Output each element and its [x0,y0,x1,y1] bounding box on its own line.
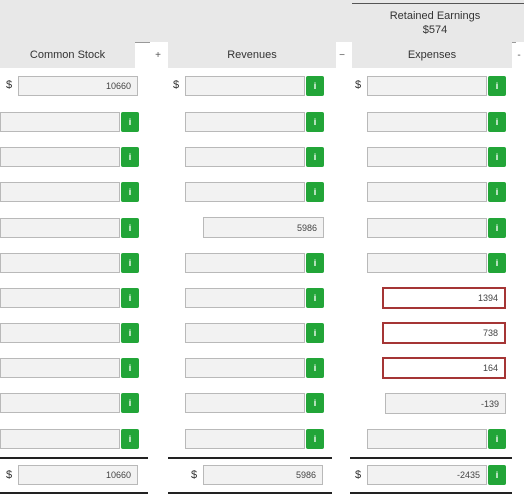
column-header-revenues: Revenues [168,42,336,68]
info-icon[interactable]: i [306,358,324,378]
currency-symbol: $ [173,79,180,91]
expenses-input[interactable] [367,76,487,96]
info-icon[interactable]: i [488,465,506,485]
info-icon[interactable]: i [306,323,324,343]
double-rule-expenses [350,492,512,494]
expenses-input[interactable] [367,147,487,167]
revenues-input[interactable] [185,112,305,132]
revenues-input[interactable] [185,147,305,167]
common-stock-input[interactable] [0,253,120,273]
info-icon[interactable]: i [306,147,324,167]
info-icon[interactable]: i [121,182,139,202]
expenses-input[interactable] [367,218,487,238]
revenues-input[interactable] [185,288,305,308]
info-icon[interactable]: i [121,112,139,132]
info-icon[interactable]: i [121,358,139,378]
info-icon[interactable]: i [306,429,324,449]
common-stock-input[interactable]: 10660 [18,76,138,96]
currency-symbol: $ [6,79,13,91]
expenses-input[interactable] [367,182,487,202]
column-header-expenses: Expenses [352,42,512,68]
revenues-input[interactable] [185,358,305,378]
currency-symbol: $ [355,79,362,91]
revenues-input[interactable] [185,76,305,96]
common-stock-input[interactable] [0,288,120,308]
operator-plus: + [155,50,161,61]
total-rule-revenues [168,457,332,459]
expenses-total-input[interactable]: -2435 [367,465,487,485]
info-icon[interactable]: i [488,76,506,96]
info-icon[interactable]: i [306,112,324,132]
currency-symbol: $ [6,469,13,481]
retained-earnings-title: Retained Earnings $574 [350,9,520,37]
revenues-value: 5986 [203,217,324,238]
info-icon[interactable]: i [306,76,324,96]
expenses-input[interactable] [367,429,487,449]
info-icon[interactable]: i [306,288,324,308]
expenses-input[interactable] [367,112,487,132]
revenues-input[interactable] [185,323,305,343]
info-icon[interactable]: i [121,147,139,167]
column-header-common-stock: Common Stock [0,42,135,68]
double-rule-common [0,492,148,494]
info-icon[interactable]: i [488,182,506,202]
info-icon[interactable]: i [488,112,506,132]
info-icon[interactable]: i [121,253,139,273]
operator-dash: - [517,50,521,61]
expenses-input[interactable] [367,253,487,273]
expenses-input-error[interactable]: 1394 [382,287,506,309]
info-icon[interactable]: i [488,147,506,167]
revenues-input[interactable] [185,429,305,449]
header-band [0,0,524,42]
common-stock-input[interactable] [0,393,120,413]
expenses-input-error[interactable]: 164 [382,357,506,379]
currency-symbol: $ [355,469,362,481]
common-stock-input[interactable] [0,147,120,167]
common-stock-total: 10660 [18,465,138,485]
revenues-total: 5986 [203,465,323,485]
revenues-input[interactable] [185,393,305,413]
expenses-input-error[interactable]: 738 [382,322,506,344]
expenses-value: -139 [385,393,506,414]
info-icon[interactable]: i [488,253,506,273]
common-stock-input[interactable] [0,112,120,132]
info-icon[interactable]: i [306,253,324,273]
info-icon[interactable]: i [121,288,139,308]
common-stock-input[interactable] [0,358,120,378]
total-rule-common [0,457,148,459]
retained-earnings-value: $574 [422,24,448,36]
common-stock-input[interactable] [0,429,120,449]
header-top-rule [352,3,524,4]
info-icon[interactable]: i [121,218,139,238]
common-stock-input[interactable] [0,182,120,202]
common-stock-input[interactable] [0,323,120,343]
info-icon[interactable]: i [121,429,139,449]
info-icon[interactable]: i [488,429,506,449]
currency-symbol: $ [191,469,198,481]
info-icon[interactable]: i [306,182,324,202]
info-icon[interactable]: i [488,218,506,238]
total-rule-expenses [350,457,512,459]
double-rule-revenues [168,492,332,494]
revenues-input[interactable] [185,253,305,273]
common-stock-input[interactable] [0,218,120,238]
revenues-input[interactable] [185,182,305,202]
operator-minus: − [339,50,345,61]
info-icon[interactable]: i [121,393,139,413]
retained-earnings-label: Retained Earnings [389,10,481,22]
info-icon[interactable]: i [121,323,139,343]
info-icon[interactable]: i [306,393,324,413]
